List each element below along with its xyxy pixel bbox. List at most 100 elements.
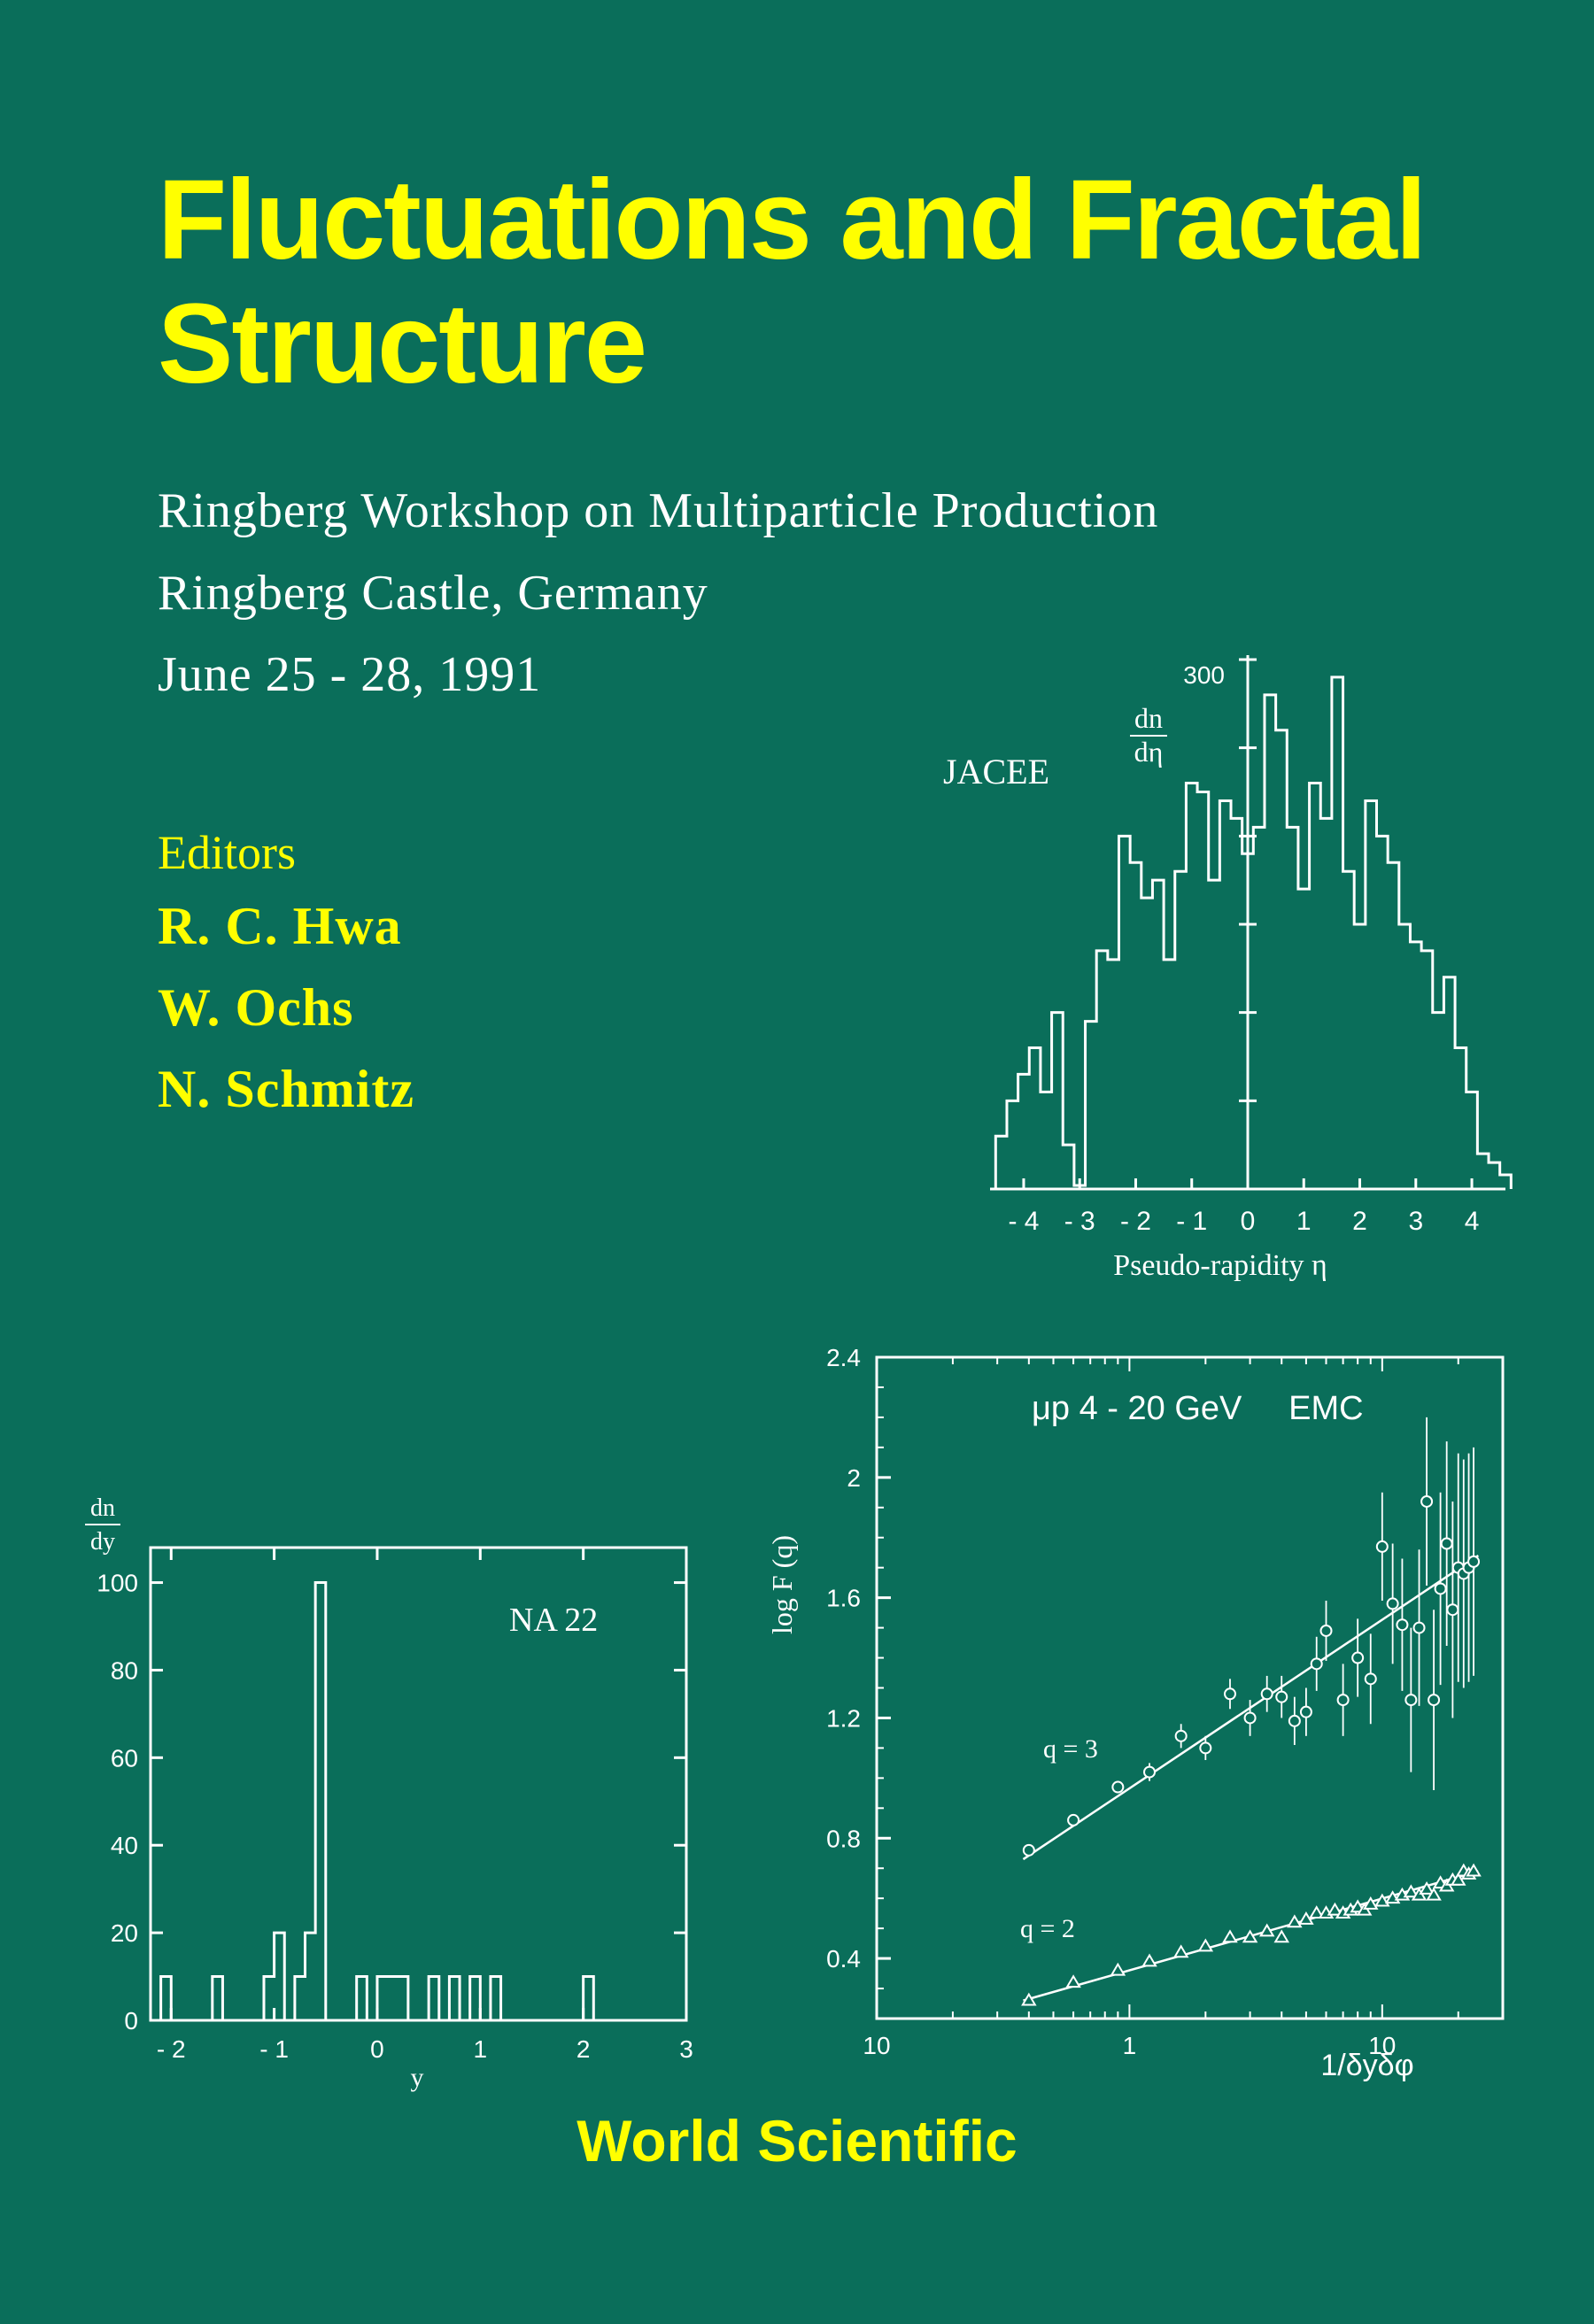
jacee-xtick-label: - 1 [1176,1207,1207,1236]
emc-point-q2 [1273,1929,1289,1943]
emc-point-q3 [1467,1555,1481,1568]
emc-point-q3 [1375,1540,1389,1553]
emc-label: μp 4 - 20 GeV EMC [1032,1390,1364,1427]
jacee-xtick-label: - 2 [1120,1207,1151,1236]
emc-point-q3 [1404,1694,1418,1707]
emc-point-q3 [1440,1537,1453,1550]
emc-series-label-q3: q = 3 [1043,1734,1098,1764]
na22-ytick-label: 40 [111,1832,138,1859]
na22-chart: dn dy NA 22 y 0 20 40 60 80 100 - 2 - 1 0 1 2 3 [85,1494,693,2092]
emc-point-q2 [1258,1923,1275,1937]
emc-ytick-label: 0.8 [826,1825,861,1852]
editor-3: N. Schmitz [158,1060,414,1118]
emc-point-q2 [1426,1887,1442,1901]
emc-point-q3 [1428,1694,1441,1707]
na22-xtick-label: 1 [474,2035,488,2063]
emc-point-q3 [1143,1765,1157,1779]
na22-ytick-label: 0 [124,2007,138,2034]
na22-histogram [151,1581,686,2022]
na22-ytick-label: 60 [111,1744,138,1772]
jacee-ylabel-num: dn [1134,702,1163,734]
emc-point-q3 [1386,1597,1399,1610]
emc-ylabel: log F (q) [766,1535,798,1634]
emc-point-q2 [1021,1992,1037,2006]
emc-point-q3 [1319,1624,1333,1637]
emc-point-q3 [1434,1582,1447,1595]
emc-point-q2 [1242,1929,1258,1943]
emc-point-q3 [1420,1494,1434,1508]
na22-ytick-label: 20 [111,1919,138,1947]
emc-point-q2 [1466,1863,1482,1877]
editors-label: Editors [158,826,296,879]
na22-xtick-label: 3 [679,2035,693,2063]
title-line-2: Structure [158,281,647,407]
emc-frame [875,1355,1505,2020]
emc-point-q3 [1412,1621,1426,1634]
editor-2: W. Ochs [158,978,354,1037]
emc-series-label-q2: q = 2 [1020,1914,1075,1943]
na22-xtick-label: - 2 [157,2035,186,2063]
emc-point-q3 [1199,1741,1212,1755]
emc-point-q2 [1141,1953,1157,1967]
emc-point-q3 [1174,1729,1188,1742]
emc-point-q2 [1287,1914,1303,1928]
jacee-xtick-label: 3 [1408,1207,1423,1236]
emc-point-q3 [1288,1714,1301,1727]
emc-ytick-label: 1.2 [826,1704,861,1732]
jacee-xtick-label: 2 [1352,1207,1367,1236]
jacee-xtick-label: 0 [1241,1207,1256,1236]
subtitle-date: June 25 - 28, 1991 [158,647,542,702]
emc-point-q3 [1022,1843,1035,1857]
emc-point-q2 [1403,1884,1420,1898]
emc-point-q3 [1111,1780,1125,1794]
emc-ytick-label: 2 [847,1464,861,1492]
emc-ytick-label: 2.4 [826,1344,861,1371]
emc-point-q3 [1223,1687,1236,1701]
emc-chart: μp 4 - 20 GeV EMC log F (q) 1/δyδφ q = 3… [766,1344,1505,2082]
na22-xtick-label: - 1 [259,2035,289,2063]
emc-ytick-label: 0.4 [826,1945,861,1973]
emc-point-q3 [1243,1711,1257,1725]
jacee-xtick-label: 1 [1296,1207,1312,1236]
emc-point-q2 [1065,1974,1081,1988]
emc-point-q2 [1197,1938,1214,1952]
emc-ytick-label: 1.6 [826,1585,861,1612]
emc-point-q3 [1275,1690,1288,1703]
emc-xlabel: 1/δyδφ [1320,2049,1413,2082]
jacee-xtick-label: - 4 [1008,1207,1039,1236]
na22-ylabel-num: dn [90,1494,115,1522]
na22-label: NA 22 [509,1602,598,1639]
publisher-name: World Scientific [576,2108,1018,2173]
jacee-ytick-300: 300 [1183,661,1225,689]
emc-point-q3 [1336,1694,1350,1707]
emc-point-q2 [1308,1905,1325,1919]
emc-point-q2 [1172,1944,1189,1958]
title-line-1: Fluctuations and Fractal [158,157,1427,283]
jacee-xtick-label: 4 [1465,1207,1480,1236]
na22-xtick-label: 2 [576,2035,591,2063]
emc-point-q2 [1110,1962,1126,1976]
emc-xtick-label: 10 [863,2032,890,2059]
emc-point-q3 [1260,1687,1273,1701]
emc-point-q2 [1363,1896,1379,1910]
na22-xtick-label: 0 [370,2035,384,2063]
emc-xtick-label: 1 [1123,2032,1137,2059]
emc-point-q2 [1327,1902,1343,1916]
na22-ylabel-den: dy [90,1528,115,1556]
subtitle-location: Ringberg Castle, Germany [158,566,708,621]
jacee-ylabel-den: dη [1134,736,1164,768]
jacee-xlabel: Pseudo-rapidity η [1113,1249,1327,1282]
jacee-chart: JACEE dn dη 300 Pseudo-rapidity η - 4 - 3… [943,655,1513,1282]
emc-point-q3 [1446,1603,1459,1617]
emc-xtick-label: 10 [1368,2032,1396,2059]
na22-frame [149,1546,688,2022]
na22-xlabel: y [411,2063,424,2092]
emc-point-q2 [1419,1881,1435,1895]
emc-point-q3 [1364,1672,1377,1686]
jacee-histogram [994,676,1513,1189]
subtitle-workshop: Ringberg Workshop on Multiparticle Produ… [158,483,1159,538]
editor-1: R. C. Hwa [158,897,402,955]
jacee-label: JACEE [943,752,1049,791]
emc-point-q3 [1351,1651,1365,1664]
